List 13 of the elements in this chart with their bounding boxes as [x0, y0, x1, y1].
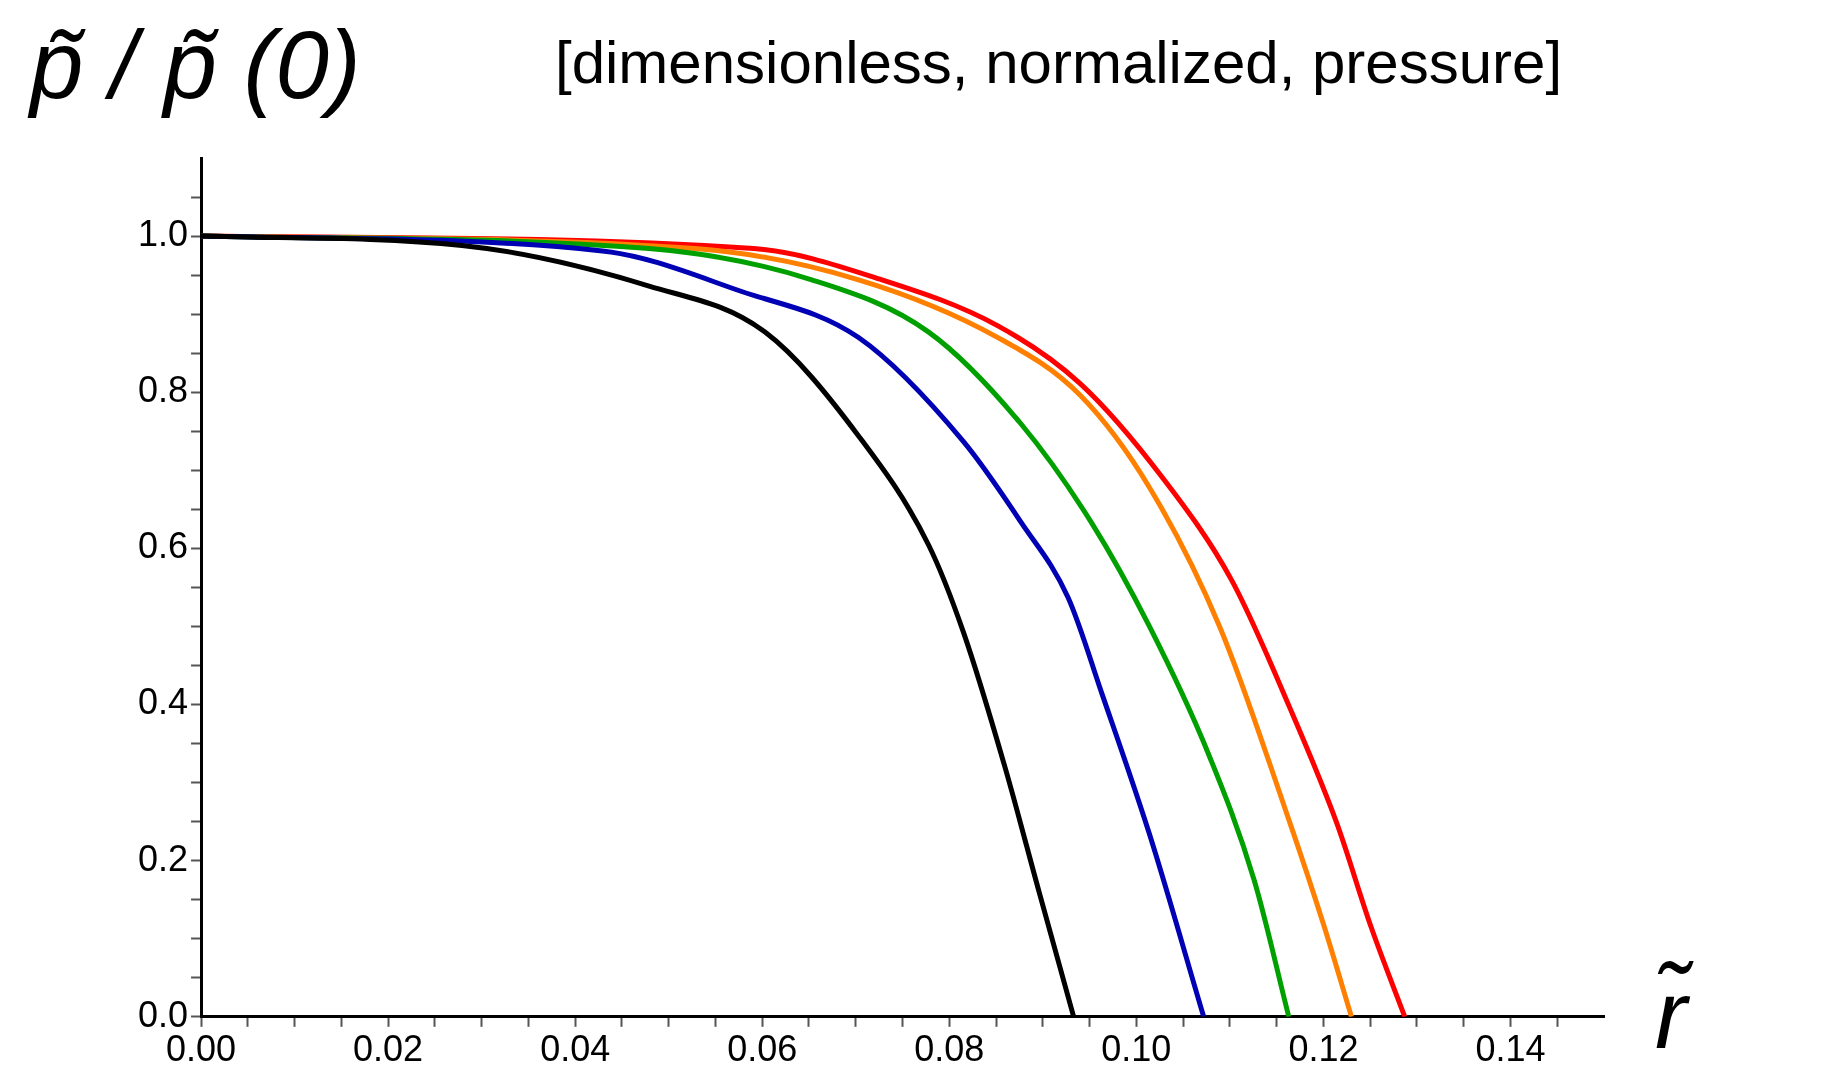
x-tick-label: 0.04: [540, 1028, 611, 1070]
y-tick-label: 0.2: [138, 837, 189, 879]
chart-subtitle: [dimensionless, normalized, pressure]: [555, 28, 1563, 97]
x-tick-label: 0.08: [914, 1028, 985, 1070]
x-tick-label: 0.12: [1288, 1028, 1359, 1070]
y-tick-label: 0.8: [138, 369, 189, 411]
x-tick-label: 0.02: [353, 1028, 424, 1070]
y-tick-label: 0.4: [138, 681, 189, 723]
y-tick-label: 1.0: [138, 212, 189, 254]
x-tick-label: 0.14: [1475, 1028, 1546, 1070]
x-tick-label: 0.10: [1101, 1028, 1172, 1070]
x-tick-label: 0.06: [727, 1028, 798, 1070]
y-tick-label: 0.6: [138, 525, 189, 567]
